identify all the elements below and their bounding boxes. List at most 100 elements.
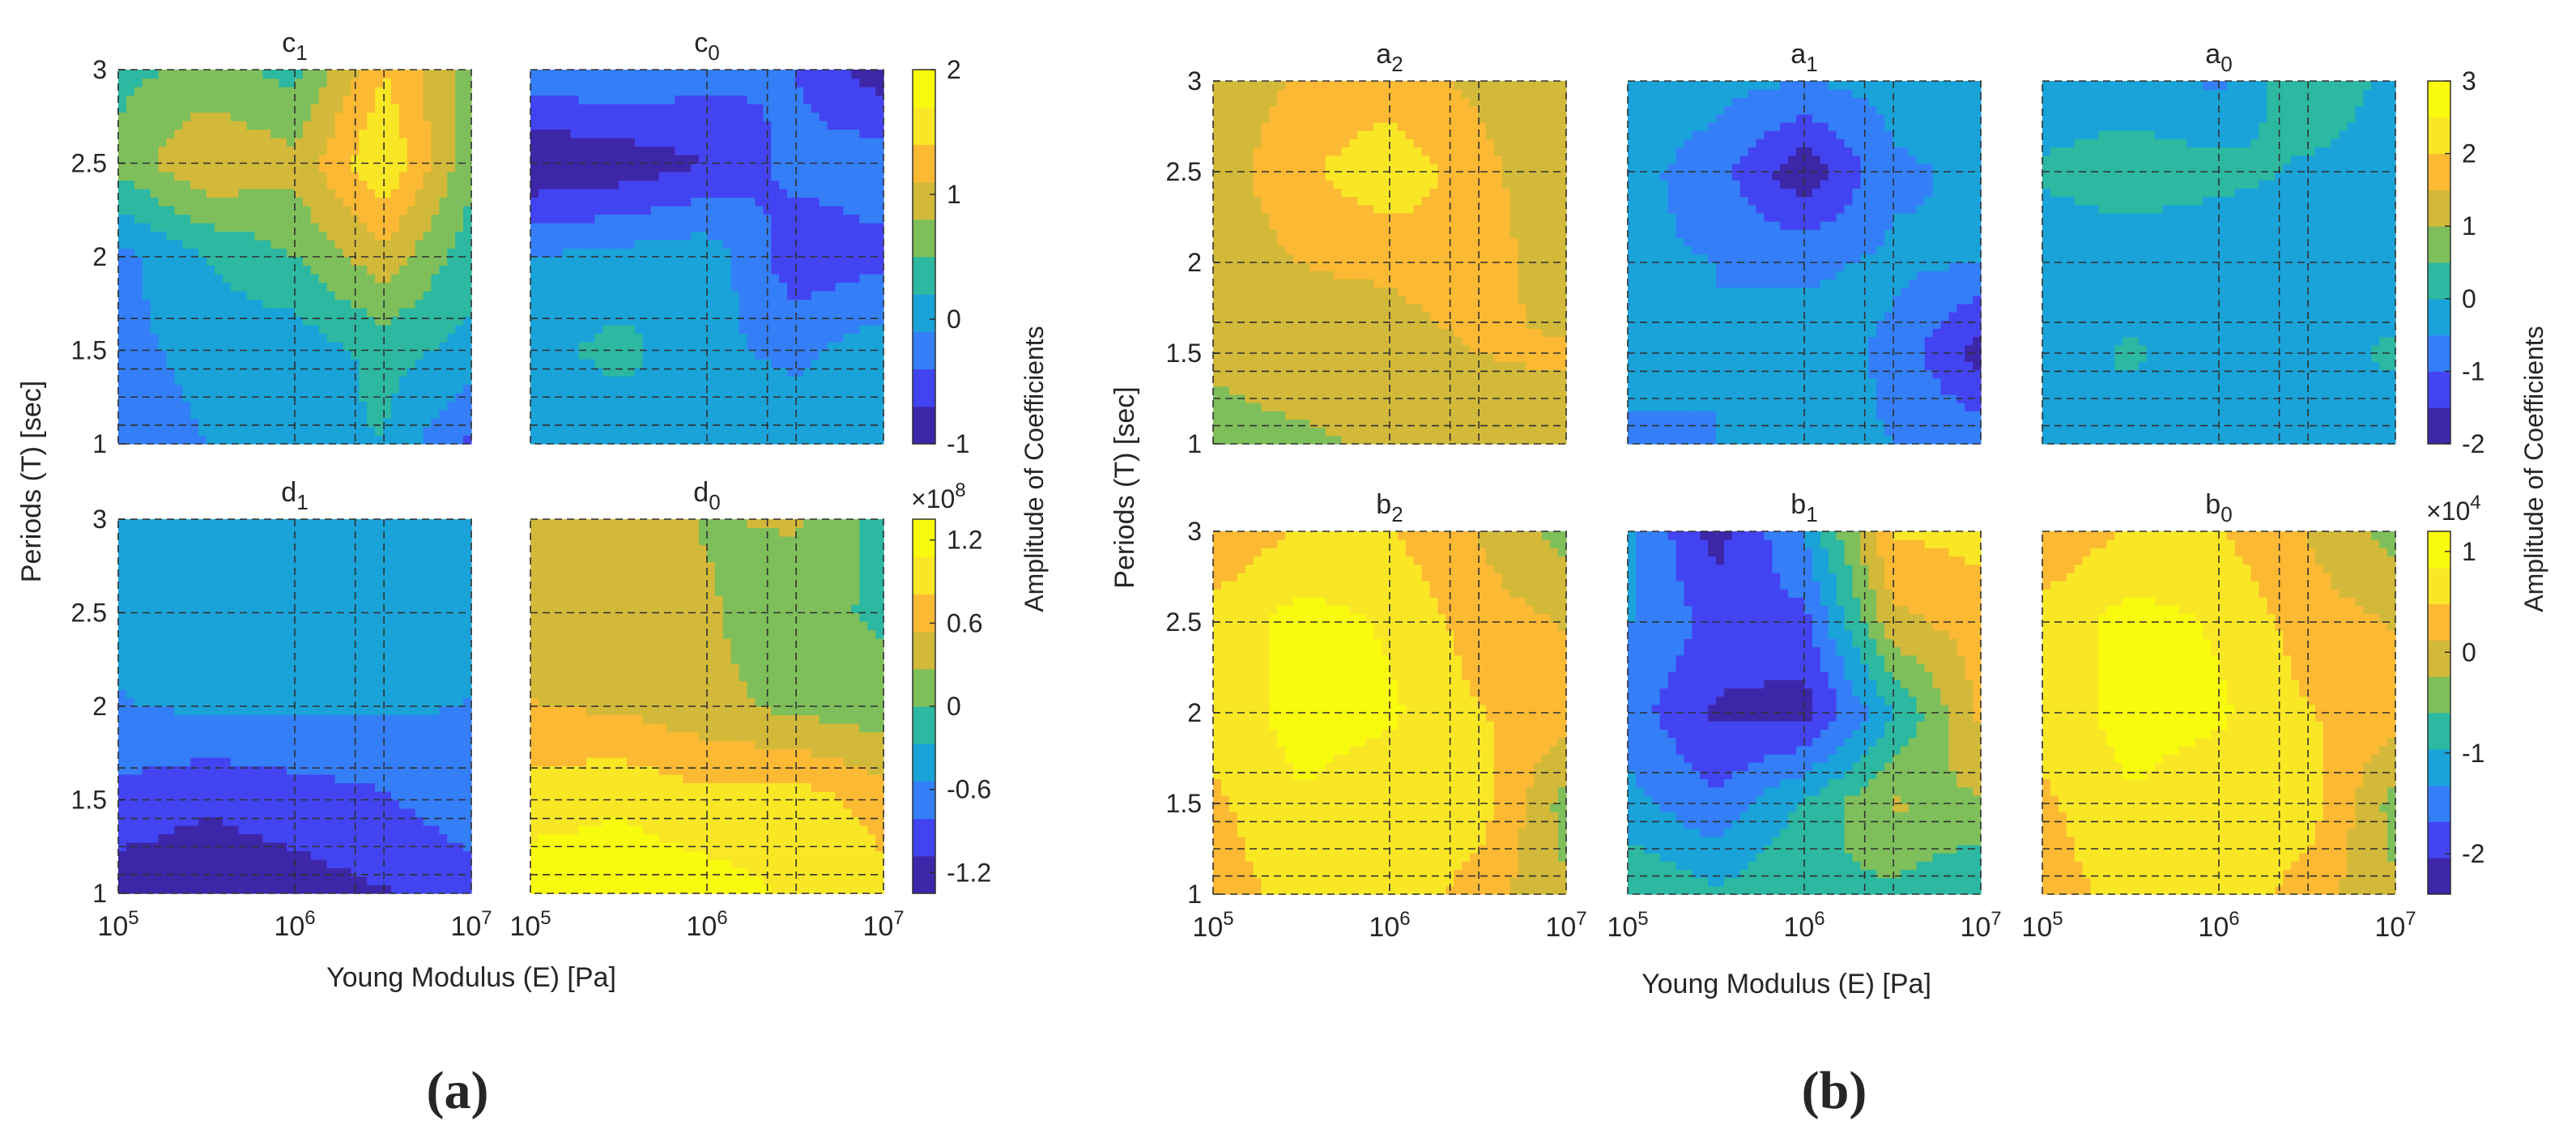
- contour-cell: [287, 104, 296, 113]
- contour-cell: [190, 774, 199, 784]
- contour-cell: [722, 325, 732, 335]
- contour-cell: [431, 706, 440, 716]
- contour-cell: [254, 265, 263, 275]
- contour-cell: [722, 257, 732, 266]
- contour-cell: [867, 70, 876, 79]
- contour-cell: [803, 78, 812, 87]
- contour-cell: [142, 410, 151, 420]
- contour-cell: [699, 325, 708, 335]
- contour-cell: [538, 248, 547, 258]
- contour-cell: [771, 265, 780, 275]
- contour-cell: [562, 248, 572, 258]
- contour-cell: [851, 172, 860, 181]
- contour-cell: [351, 850, 360, 860]
- contour-cell: [118, 325, 127, 335]
- contour-cell: [359, 95, 368, 104]
- contour-cell: [843, 206, 852, 215]
- contour-cell: [691, 172, 700, 181]
- contour-cell: [415, 850, 424, 860]
- contour-cell: [367, 206, 376, 215]
- contour-cell: [254, 723, 263, 733]
- contour-cell: [538, 376, 547, 386]
- contour-cell: [134, 197, 143, 207]
- contour-cell: [398, 782, 408, 792]
- contour-cell: [586, 265, 595, 275]
- contour-cell: [222, 129, 232, 138]
- contour-cell: [570, 206, 580, 215]
- contour-cell: [230, 231, 240, 241]
- contour-cell: [390, 376, 400, 386]
- contour-cell: [126, 299, 135, 309]
- contour-cell: [714, 163, 724, 173]
- contour-cell: [562, 172, 572, 181]
- contour-cell: [407, 748, 416, 758]
- contour-cell: [134, 87, 143, 96]
- contour-cell: [683, 333, 692, 343]
- contour-cell: [134, 308, 143, 317]
- contour-cell: [455, 155, 464, 164]
- contour-cell: [190, 342, 199, 352]
- contour-cell: [787, 435, 796, 445]
- contour-cell: [262, 308, 271, 317]
- contour-cell: [174, 282, 183, 292]
- contour-cell: [118, 299, 127, 309]
- contour-cell: [142, 291, 151, 300]
- contour-cell: [675, 146, 683, 156]
- contour-cell: [611, 78, 620, 87]
- contour-cell: [683, 78, 692, 87]
- contour-cell: [714, 87, 724, 96]
- contour-cell: [714, 189, 724, 198]
- contour-cell: [431, 367, 440, 377]
- contour-cell: [611, 112, 620, 121]
- contour-cell: [803, 359, 812, 369]
- contour-cell: [367, 70, 376, 79]
- contour-cell: [207, 291, 215, 300]
- contour-cell: [214, 401, 224, 411]
- contour-cell: [747, 223, 756, 232]
- contour-cell: [586, 172, 595, 181]
- contour-cell: [843, 274, 852, 283]
- contour-cell: [691, 138, 700, 147]
- contour-cell: [431, 104, 440, 113]
- contour-cell: [222, 70, 232, 79]
- contour-cell: [771, 248, 780, 258]
- contour-cell: [295, 359, 304, 369]
- panel-title-base: c: [694, 28, 708, 58]
- contour-cell: [318, 791, 328, 801]
- contour-cell: [383, 206, 392, 215]
- contour-cell: [238, 765, 248, 775]
- contour-cell: [431, 791, 440, 801]
- contour-cell: [254, 342, 263, 352]
- contour-cell: [447, 240, 456, 249]
- contour-cell: [771, 359, 780, 369]
- contour-cell: [230, 206, 240, 215]
- contour-cell: [279, 180, 287, 190]
- contour-cell: [375, 333, 384, 343]
- contour-cell: [270, 427, 279, 437]
- contour-cell: [562, 197, 572, 207]
- contour-cell: [771, 367, 780, 377]
- contour-cell: [334, 825, 344, 835]
- contour-cell: [819, 146, 828, 156]
- contour-cell: [390, 748, 400, 758]
- contour-cell: [230, 401, 240, 411]
- contour-cell: [803, 342, 812, 352]
- contour-cell: [714, 308, 724, 317]
- contour-cell: [270, 757, 279, 767]
- contour-cell: [142, 757, 151, 767]
- contour-cell: [334, 223, 344, 232]
- contour-cell: [755, 308, 764, 317]
- contour-cell: [554, 427, 564, 437]
- contour-cell: [634, 282, 644, 292]
- contour-cell: [351, 427, 360, 437]
- contour-cell: [691, 104, 700, 113]
- contour-cell: [182, 697, 191, 707]
- contour-cell: [554, 257, 564, 266]
- contour-cell: [254, 129, 263, 138]
- contour-cell: [463, 825, 472, 835]
- contour-cell: [407, 78, 416, 87]
- contour-cell: [423, 714, 432, 724]
- contour-cell: [246, 291, 256, 300]
- contour-cell: [359, 367, 368, 377]
- contour-cell: [359, 350, 368, 360]
